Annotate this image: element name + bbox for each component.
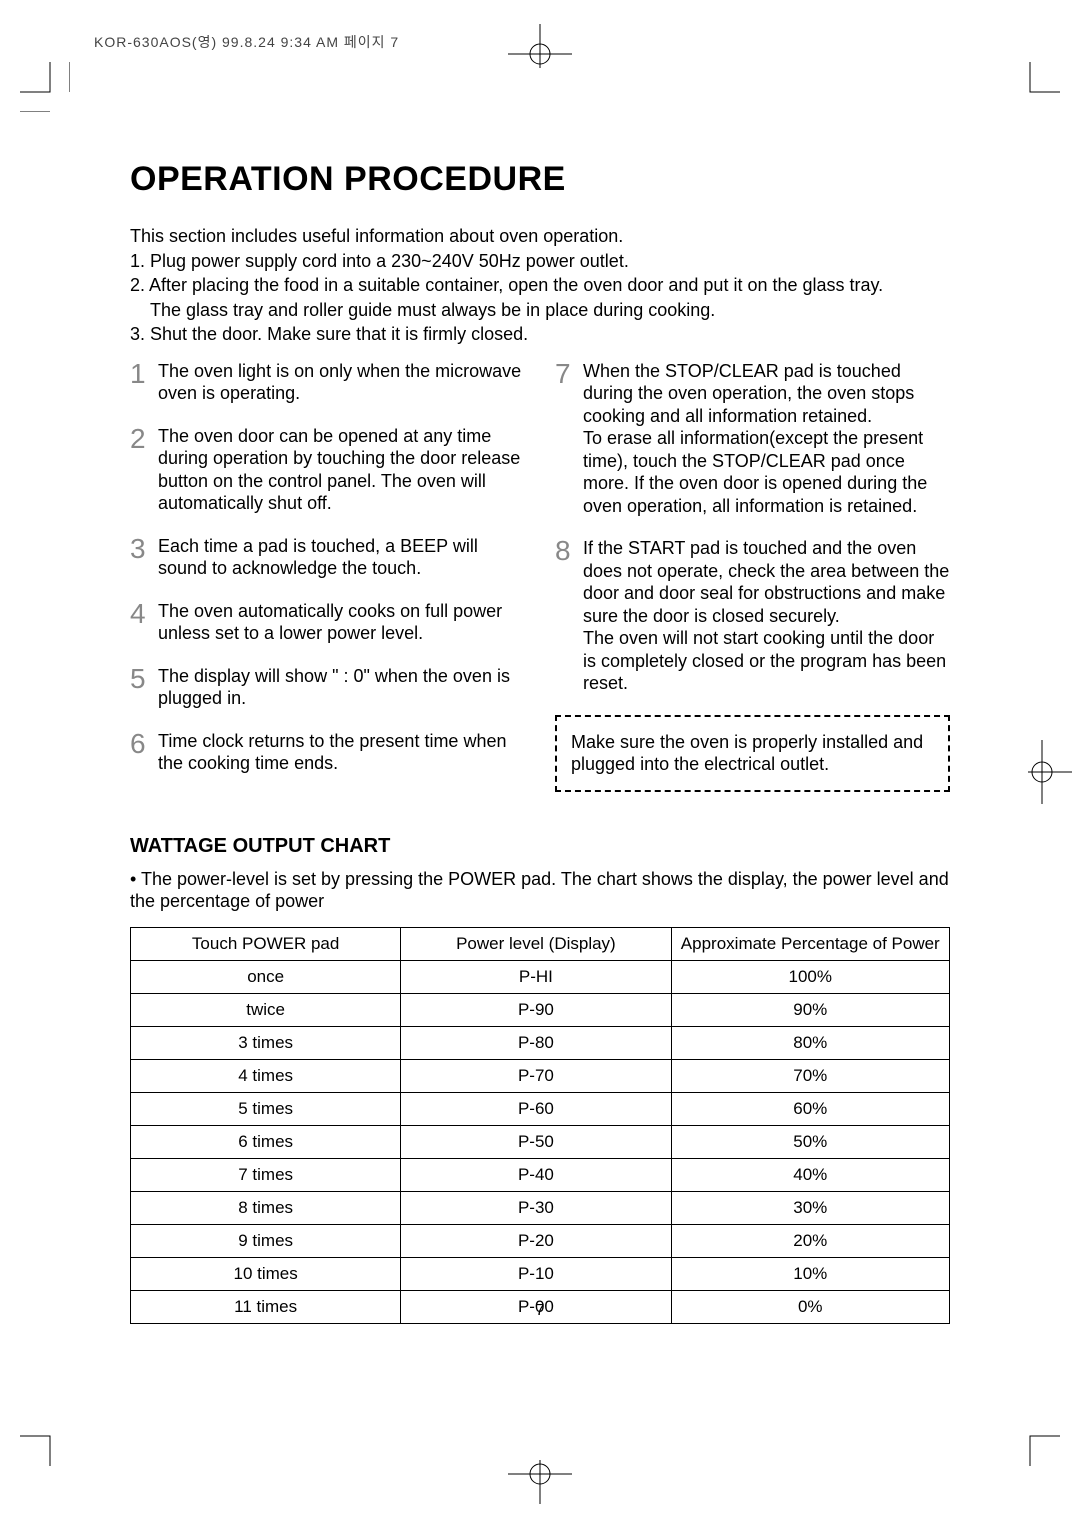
step-text: When the STOP/CLEAR pad is touched durin… — [583, 360, 950, 518]
table-row: 8 timesP-3030% — [131, 1191, 950, 1224]
intro-line: This section includes useful information… — [130, 225, 950, 248]
table-cell: 8 times — [131, 1191, 401, 1224]
table-row: 5 timesP-6060% — [131, 1092, 950, 1125]
crop-mark-bl — [20, 1416, 70, 1466]
crop-mark-tl — [20, 62, 70, 112]
steps-col-right: 7 When the STOP/CLEAR pad is touched dur… — [555, 360, 950, 795]
intro-line: 3. Shut the door. Make sure that it is f… — [130, 323, 950, 346]
step-text: The oven light is on only when the micro… — [158, 360, 525, 405]
table-cell: 40% — [671, 1158, 949, 1191]
table-header: Approximate Percentage of Power — [671, 927, 949, 960]
table-cell: 20% — [671, 1224, 949, 1257]
chart-title: WATTAGE OUTPUT CHART — [130, 835, 950, 858]
table-cell: P-90 — [401, 993, 671, 1026]
table-row: 10 timesP-1010% — [131, 1257, 950, 1290]
table-cell: P-30 — [401, 1191, 671, 1224]
step-item: 5 The display will show " : 0" when the … — [130, 665, 525, 710]
step-number: 2 — [130, 425, 150, 515]
table-cell: P-40 — [401, 1158, 671, 1191]
intro-line: The glass tray and roller guide must alw… — [150, 299, 950, 322]
step-item: 1 The oven light is on only when the mic… — [130, 360, 525, 405]
crop-mark-tr — [1010, 62, 1060, 112]
table-cell: 9 times — [131, 1224, 401, 1257]
table-row: 6 timesP-5050% — [131, 1125, 950, 1158]
steps-columns: 1 The oven light is on only when the mic… — [130, 360, 950, 795]
registration-mark-right — [1028, 740, 1072, 804]
table-cell: P-HI — [401, 960, 671, 993]
registration-mark-bottom — [508, 1460, 572, 1504]
step-text: Time clock returns to the present time w… — [158, 730, 525, 775]
table-cell: 5 times — [131, 1092, 401, 1125]
steps-col-left: 1 The oven light is on only when the mic… — [130, 360, 525, 795]
page-number: 7 — [0, 1302, 1080, 1320]
intro-line: 1. Plug power supply cord into a 230~240… — [130, 250, 950, 273]
table-cell: P-50 — [401, 1125, 671, 1158]
table-cell: 3 times — [131, 1026, 401, 1059]
table-cell: P-60 — [401, 1092, 671, 1125]
table-header: Touch POWER pad — [131, 927, 401, 960]
step-item: 8 If the START pad is touched and the ov… — [555, 537, 950, 695]
table-cell: 10% — [671, 1257, 949, 1290]
table-row: 9 timesP-2020% — [131, 1224, 950, 1257]
step-item: 7 When the STOP/CLEAR pad is touched dur… — [555, 360, 950, 518]
content-area: OPERATION PROCEDURE This section include… — [130, 160, 950, 1324]
step-number: 7 — [555, 360, 575, 518]
table-header-row: Touch POWER pad Power level (Display) Ap… — [131, 927, 950, 960]
table-cell: 90% — [671, 993, 949, 1026]
step-number: 4 — [130, 600, 150, 645]
table-cell: 6 times — [131, 1125, 401, 1158]
table-cell: 80% — [671, 1026, 949, 1059]
step-item: 3 Each time a pad is touched, a BEEP wil… — [130, 535, 525, 580]
step-item: 6 Time clock returns to the present time… — [130, 730, 525, 775]
page: KOR-630AOS(영) 99.8.24 9:34 AM 페이지 7 OPER… — [0, 0, 1080, 1528]
table-cell: 4 times — [131, 1059, 401, 1092]
table-cell: 60% — [671, 1092, 949, 1125]
table-cell: 7 times — [131, 1158, 401, 1191]
step-item: 2 The oven door can be opened at any tim… — [130, 425, 525, 515]
step-number: 1 — [130, 360, 150, 405]
step-text: The oven automatically cooks on full pow… — [158, 600, 525, 645]
table-row: 7 timesP-4040% — [131, 1158, 950, 1191]
table-header: Power level (Display) — [401, 927, 671, 960]
table-cell: once — [131, 960, 401, 993]
table-row: onceP-HI100% — [131, 960, 950, 993]
table-cell: 50% — [671, 1125, 949, 1158]
table-row: twiceP-9090% — [131, 993, 950, 1026]
table-cell: P-70 — [401, 1059, 671, 1092]
step-text: Each time a pad is touched, a BEEP will … — [158, 535, 525, 580]
step-text: The oven door can be opened at any time … — [158, 425, 525, 515]
table-cell: P-80 — [401, 1026, 671, 1059]
wattage-table: Touch POWER pad Power level (Display) Ap… — [130, 927, 950, 1324]
table-cell: 100% — [671, 960, 949, 993]
table-cell: twice — [131, 993, 401, 1026]
table-cell: P-20 — [401, 1224, 671, 1257]
step-text: If the START pad is touched and the oven… — [583, 537, 950, 695]
step-number: 6 — [130, 730, 150, 775]
table-row: 3 timesP-8080% — [131, 1026, 950, 1059]
registration-mark-top — [508, 24, 572, 68]
step-number: 3 — [130, 535, 150, 580]
step-number: 8 — [555, 537, 575, 695]
table-cell: 10 times — [131, 1257, 401, 1290]
print-header: KOR-630AOS(영) 99.8.24 9:34 AM 페이지 7 — [94, 32, 399, 52]
table-cell: 70% — [671, 1059, 949, 1092]
page-title: OPERATION PROCEDURE — [130, 160, 950, 199]
crop-mark-br — [1010, 1416, 1060, 1466]
table-row: 4 timesP-7070% — [131, 1059, 950, 1092]
step-number: 5 — [130, 665, 150, 710]
intro-line: 2. After placing the food in a suitable … — [130, 274, 950, 297]
intro-block: This section includes useful information… — [130, 225, 950, 346]
step-text: The display will show " : 0" when the ov… — [158, 665, 525, 710]
table-cell: 30% — [671, 1191, 949, 1224]
step-item: 4 The oven automatically cooks on full p… — [130, 600, 525, 645]
chart-intro: • The power-level is set by pressing the… — [130, 868, 950, 913]
table-cell: P-10 — [401, 1257, 671, 1290]
callout-box: Make sure the oven is properly installed… — [555, 715, 950, 792]
